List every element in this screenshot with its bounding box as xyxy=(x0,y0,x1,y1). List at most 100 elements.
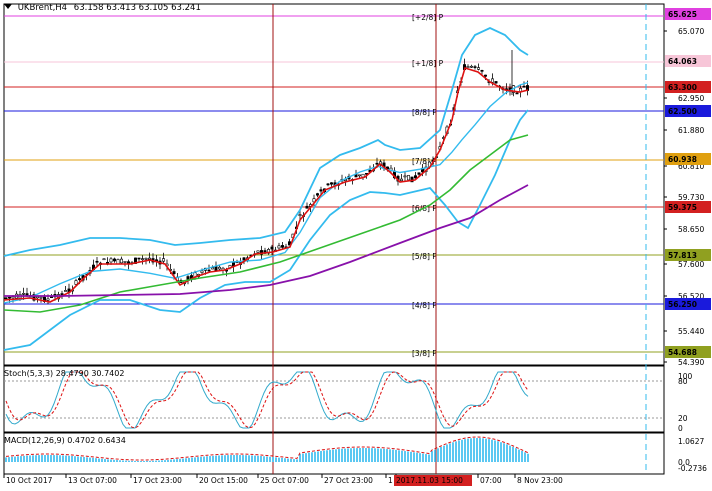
candle-body xyxy=(21,293,25,295)
macd-bar xyxy=(176,459,178,462)
macd-bar xyxy=(521,450,523,462)
price-tag xyxy=(665,346,711,358)
macd-bar xyxy=(395,449,397,462)
macd-bar xyxy=(326,450,328,462)
macd-bar xyxy=(68,455,70,462)
macd-bar xyxy=(200,456,202,462)
candle-body xyxy=(466,66,470,68)
macd-bar xyxy=(500,442,502,462)
macd-bar xyxy=(368,448,370,462)
macd-bar xyxy=(470,438,472,462)
macd-bar xyxy=(290,458,292,462)
murrey-label: [3/8] P xyxy=(412,349,437,358)
macd-tick-label: 1.0627 xyxy=(678,437,704,446)
candle-body xyxy=(494,81,498,84)
macd-bar xyxy=(29,455,31,462)
macd-bar xyxy=(26,455,28,462)
macd-bar xyxy=(17,456,19,462)
macd-bar xyxy=(485,438,487,462)
macd-bar xyxy=(128,460,130,462)
murrey-label: [+1/8] P xyxy=(412,59,444,68)
macd-bar xyxy=(311,452,313,462)
time-highlight xyxy=(394,475,472,486)
macd-bar xyxy=(107,459,109,462)
macd-bar xyxy=(455,441,457,462)
candle-body xyxy=(8,296,12,299)
macd-bar xyxy=(239,455,241,462)
macd-bar xyxy=(497,441,499,462)
price-tag xyxy=(665,249,711,261)
macd-bar xyxy=(278,457,280,462)
ma-slow-line xyxy=(4,184,529,297)
stoch-tick-label: 20 xyxy=(678,414,688,423)
macd-bar xyxy=(242,455,244,462)
macd-bar xyxy=(464,439,466,462)
murrey-label: [4/8] P xyxy=(412,301,437,310)
candle-body xyxy=(357,174,361,177)
macd-bar xyxy=(251,455,253,462)
macd-bar xyxy=(296,459,298,462)
macd-bar xyxy=(338,449,340,462)
macd-bar xyxy=(113,459,115,462)
macd-bar xyxy=(5,457,7,462)
bollinger-upper xyxy=(3,27,529,257)
candle-body xyxy=(113,258,117,262)
chart-header-dropdown-icon[interactable] xyxy=(4,4,12,9)
macd-bar xyxy=(362,448,364,462)
candle-body xyxy=(319,189,323,192)
macd-bar xyxy=(8,457,10,462)
candle-body xyxy=(242,257,246,261)
macd-bar xyxy=(173,459,175,462)
price-tag-label: 56.250 xyxy=(668,300,697,309)
candle-body xyxy=(473,66,477,68)
candle-body xyxy=(490,78,494,83)
candle-body xyxy=(214,266,218,272)
stoch-header: Stoch(5,3,3) 28.4790 30.7402 xyxy=(4,369,124,378)
candle-body xyxy=(123,261,127,263)
price-tick-label: 59.730 xyxy=(678,193,704,202)
macd-bar xyxy=(344,448,346,462)
candle-body xyxy=(483,74,487,77)
price-tag-label: 63.300 xyxy=(668,83,697,92)
macd-tick-label: 0.0 xyxy=(678,458,690,467)
price-tick-label: 65.070 xyxy=(678,27,704,36)
macd-bar xyxy=(491,439,493,462)
macd-bar xyxy=(461,439,463,462)
macd-bar xyxy=(281,457,283,462)
price-tag-label: 60.938 xyxy=(668,155,697,164)
macd-bar xyxy=(494,440,496,462)
macd-bar xyxy=(95,458,97,462)
macd-histogram xyxy=(5,438,529,462)
macd-bar xyxy=(122,460,124,462)
macd-bar xyxy=(449,443,451,462)
macd-bar xyxy=(398,450,400,462)
price-tag xyxy=(665,153,711,165)
macd-bar xyxy=(515,448,517,462)
candle-body xyxy=(315,193,319,196)
price-tag-label: 59.375 xyxy=(668,203,697,212)
macd-bar xyxy=(506,444,508,462)
macd-bar xyxy=(293,459,295,462)
macd-bar xyxy=(482,438,484,462)
time-label: 25 Oct 07:00 xyxy=(260,476,309,485)
macd-bar xyxy=(59,455,61,462)
macd-bar xyxy=(284,458,286,462)
macd-bar xyxy=(473,438,475,462)
macd-bar xyxy=(332,449,334,462)
candle-body xyxy=(148,257,152,260)
macd-bar xyxy=(272,457,274,462)
macd-bar xyxy=(212,455,214,462)
macd-bar xyxy=(248,455,250,462)
macd-bar xyxy=(320,450,322,462)
price-tag xyxy=(665,8,711,20)
macd-bar xyxy=(146,460,148,462)
candle-body xyxy=(515,92,519,95)
macd-bar xyxy=(152,460,154,462)
macd-bar xyxy=(299,454,301,462)
time-label: 10 Oct 2017 xyxy=(6,476,53,485)
candle-body xyxy=(277,245,281,249)
macd-bar xyxy=(206,456,208,462)
price-tick-label: 56.520 xyxy=(678,292,704,301)
